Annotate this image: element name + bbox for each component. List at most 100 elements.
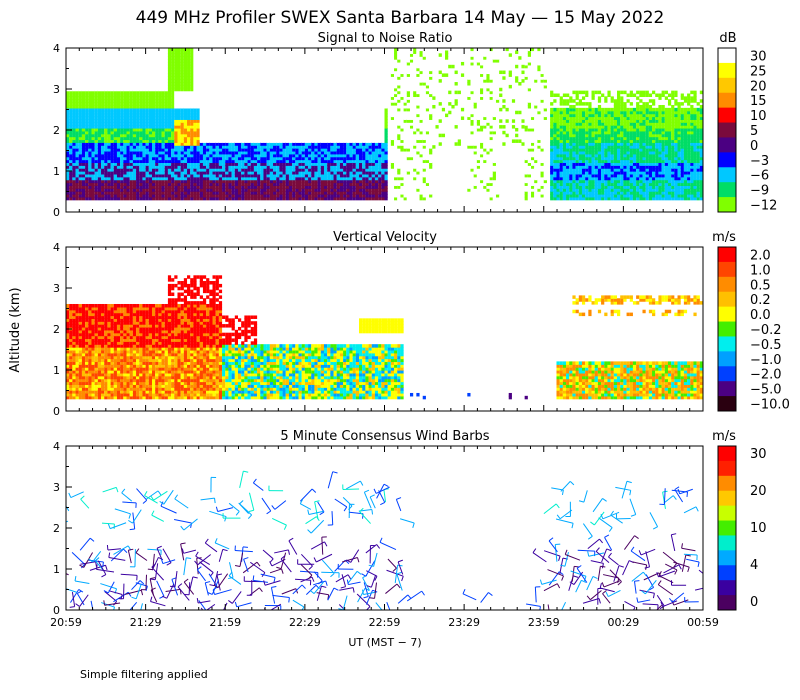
snr-cell <box>155 110 159 115</box>
snr-cell <box>273 50 277 54</box>
snr-cell <box>81 76 86 80</box>
snr-cell <box>66 59 70 63</box>
snr-cell <box>269 53 274 57</box>
snr-cell <box>349 76 353 80</box>
snr-cell <box>151 79 156 83</box>
snr-cell <box>164 87 168 92</box>
snr-cell <box>158 139 162 143</box>
snr-cell <box>276 73 280 77</box>
snr-cell <box>196 153 200 158</box>
snr-cell <box>91 139 95 143</box>
snr-cell <box>129 82 133 86</box>
snr-cell <box>132 99 137 103</box>
snr-cell <box>209 53 213 57</box>
snr-cell <box>355 148 360 152</box>
snr-cell <box>161 191 165 195</box>
snr-cell <box>282 64 286 69</box>
snr-cell <box>276 90 280 95</box>
snr-cell <box>301 79 305 83</box>
snr-cell <box>136 168 140 172</box>
snr-cell <box>349 82 353 86</box>
snr-cell <box>339 133 344 138</box>
snr-cell <box>349 119 353 123</box>
snr-cell <box>139 119 143 123</box>
snr-cell <box>292 176 296 181</box>
snr-cell <box>314 53 318 57</box>
snr-cell <box>250 107 254 112</box>
snr-cell <box>359 87 363 92</box>
snr-cell <box>158 125 162 129</box>
snr-cell <box>292 104 296 109</box>
snr-cell <box>314 148 318 152</box>
snr-cell <box>266 50 270 54</box>
snr-cell <box>104 56 108 60</box>
snr-cell <box>126 56 130 60</box>
snr-cell <box>244 196 248 201</box>
snr-cell <box>247 142 251 146</box>
snr-cell <box>266 87 270 92</box>
snr-cell <box>343 107 347 112</box>
snr-cell <box>88 156 92 161</box>
snr-cell <box>222 185 226 189</box>
snr-cell <box>116 110 121 115</box>
snr-cell <box>225 104 229 109</box>
snr-cell <box>69 156 73 161</box>
snr-cell <box>282 67 286 72</box>
snr-cell <box>349 173 353 178</box>
snr-cell <box>126 182 130 186</box>
snr-cell <box>285 142 289 146</box>
snr-cell <box>148 196 153 201</box>
snr-cell <box>253 182 258 186</box>
snr-cell <box>234 107 239 112</box>
snr-cell <box>113 70 117 75</box>
snr-cell <box>311 185 315 189</box>
snr-cell <box>218 136 223 141</box>
snr-cell <box>212 191 216 195</box>
snr-cell <box>104 59 108 63</box>
snr-cell <box>336 119 340 123</box>
snr-cell <box>276 173 280 178</box>
snr-cell <box>158 84 162 89</box>
snr-cell <box>72 59 76 63</box>
snr-cell <box>215 165 219 169</box>
snr-cell <box>161 133 165 138</box>
snr-cell <box>66 61 70 66</box>
snr-cell <box>206 139 210 143</box>
snr-cell <box>110 84 114 89</box>
snr-cell <box>123 67 127 72</box>
snr-cell <box>333 173 337 178</box>
snr-cell <box>234 182 239 186</box>
snr-cell <box>279 73 283 77</box>
snr-cell <box>222 104 226 109</box>
snr-cell <box>190 96 194 100</box>
snr-cell <box>257 116 261 120</box>
snr-cell <box>314 116 318 120</box>
snr-cell <box>346 84 350 89</box>
snr-cell <box>75 93 79 98</box>
snr-cell <box>343 133 347 138</box>
snr-cell <box>215 59 219 63</box>
snr-cell <box>183 188 188 192</box>
snr-cell <box>132 64 137 69</box>
snr-cell <box>362 182 366 186</box>
snr-cell <box>311 142 315 146</box>
snr-cell <box>244 79 248 83</box>
snr-cell <box>241 79 245 83</box>
snr-cell <box>69 99 73 103</box>
snr-cell <box>94 165 98 169</box>
snr-cell <box>97 102 102 106</box>
snr-cell <box>180 145 184 149</box>
snr-cell <box>81 70 86 75</box>
snr-cell <box>295 67 299 72</box>
snr-cell <box>352 113 356 118</box>
snr-cell <box>85 107 89 112</box>
snr-cell <box>311 107 315 112</box>
snr-cell <box>263 122 267 126</box>
snr-cell <box>343 185 347 189</box>
snr-cell <box>301 96 305 100</box>
snr-cell <box>72 67 76 72</box>
snr-cell <box>247 136 251 141</box>
snr-cell <box>355 90 360 95</box>
snr-cell <box>113 168 117 172</box>
snr-cell <box>132 76 137 80</box>
